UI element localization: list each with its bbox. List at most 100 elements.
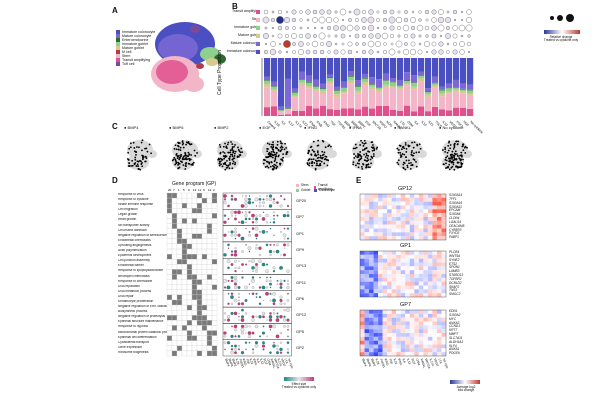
effect-dot <box>238 299 240 302</box>
gene-label: S100A2 <box>449 312 461 317</box>
bar-segment <box>446 58 453 84</box>
bar-segment <box>411 111 418 116</box>
gene-label: MYC <box>449 316 457 321</box>
heatmap-cell <box>414 232 419 237</box>
matrix-cell <box>176 304 183 311</box>
heatmap-cell <box>441 232 446 237</box>
cell-point <box>451 160 454 163</box>
heatmap-cell <box>441 325 446 330</box>
dot <box>417 49 423 55</box>
heatmap-cell <box>427 197 433 202</box>
bar-segment <box>432 85 439 88</box>
cell-point <box>448 157 450 160</box>
cell-point <box>445 156 447 159</box>
cell-point <box>369 166 371 169</box>
cell-point <box>229 149 232 152</box>
heatmap-cell <box>436 205 442 210</box>
heatmap-cell <box>427 336 433 341</box>
heatmap-cell <box>436 217 442 221</box>
heatmap-cell <box>378 285 383 290</box>
matrix-cell <box>206 325 213 331</box>
matrix-cell <box>201 269 208 275</box>
bar-segment <box>334 90 341 95</box>
heatmap-cell <box>423 209 428 214</box>
heatmap-cell <box>436 194 442 198</box>
heatmap-cell <box>423 352 428 356</box>
dot <box>424 9 430 15</box>
matrix-cell <box>181 330 188 336</box>
cell-point <box>452 163 455 166</box>
heatmap-cell <box>369 201 374 206</box>
cell-point <box>131 164 134 167</box>
cell-point <box>264 166 267 168</box>
heatmap-cell <box>373 228 379 233</box>
cell-point <box>444 158 447 161</box>
dot <box>446 50 450 54</box>
heatmap-cell <box>423 205 428 210</box>
heatmap-cell <box>396 209 401 214</box>
effect-x-label: EGF <box>263 358 269 365</box>
effect-dot <box>265 291 269 296</box>
effect-size-dotplot <box>222 192 292 357</box>
cell-point <box>126 158 129 160</box>
heatmap-x-label: IFNG <box>384 358 390 367</box>
cell-point <box>274 158 277 161</box>
dot <box>298 33 304 39</box>
heatmap-cell <box>427 285 433 290</box>
effect-dot <box>282 318 287 322</box>
bar-segment <box>292 58 299 89</box>
cell-point <box>376 146 379 149</box>
go-term: Negative regulation of senescence <box>118 233 167 237</box>
effect-dot <box>269 253 272 256</box>
bar-segment <box>313 108 320 116</box>
cell-point <box>279 140 282 143</box>
cell-point <box>129 146 132 149</box>
matrix-cell <box>206 330 213 336</box>
effect-dot <box>234 237 237 240</box>
matrix-cell <box>176 310 183 316</box>
matrix-cell <box>166 274 173 280</box>
heatmap-cell <box>400 321 406 326</box>
heatmap-cell <box>369 310 374 314</box>
matrix-cell <box>196 248 203 255</box>
heatmap-cell <box>387 209 392 214</box>
heatmap-cell <box>364 313 370 318</box>
heatmap-cell <box>382 254 388 259</box>
bar-segment <box>397 58 404 80</box>
dot <box>431 25 437 31</box>
heatmap-cell <box>409 333 415 337</box>
heatmap-cell <box>400 340 406 345</box>
heatmap-cell <box>360 236 365 240</box>
cell-point <box>454 150 457 153</box>
heatmap-cell <box>423 321 428 326</box>
heatmap-cell <box>400 251 406 255</box>
heatmap-cell <box>364 317 370 322</box>
cell-point <box>238 150 241 153</box>
effect-dot <box>269 221 272 223</box>
bar-segment <box>313 89 320 92</box>
matrix-cell <box>191 310 198 316</box>
bar-segment <box>418 75 425 79</box>
heatmap-cell <box>387 194 392 198</box>
gp-label: GP2 <box>296 344 305 350</box>
cell-point <box>219 146 222 148</box>
cell-point <box>184 153 187 156</box>
matrix-cell <box>171 233 178 239</box>
effect-dot <box>234 270 237 273</box>
x-tick-label: IL13 <box>287 120 294 127</box>
dot <box>292 42 296 46</box>
cell-point <box>187 155 189 158</box>
heatmap-cell <box>378 220 383 225</box>
heatmap-x-label: BMP2 <box>370 358 377 367</box>
cell-point <box>312 158 315 161</box>
heatmap-cell <box>382 293 388 297</box>
matrix-cell <box>166 192 173 199</box>
heatmap-cell <box>364 310 370 314</box>
heatmap-cell <box>423 194 428 198</box>
gp-column-label: 1 <box>178 188 180 192</box>
heatmap-cell <box>414 194 419 198</box>
cell-point <box>317 159 320 162</box>
dot <box>368 9 374 15</box>
heatmap-cell <box>414 209 419 214</box>
dot <box>327 50 331 54</box>
